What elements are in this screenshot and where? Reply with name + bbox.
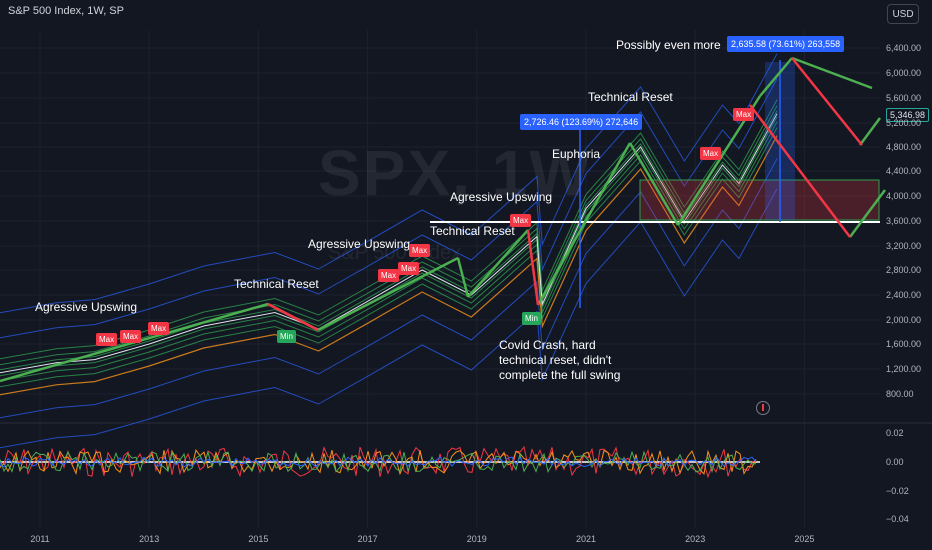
max-tag: Max <box>120 330 142 343</box>
y-tick-label: 5,600.00 <box>886 93 922 103</box>
y-tick-label: 2,800.00 <box>886 265 922 275</box>
ma-ribbon <box>0 116 778 377</box>
annotation-upswing-2: Agressive Upswing <box>308 237 411 251</box>
swing-down-line <box>791 57 863 146</box>
annotation-covid: Covid Crash, hard technical reset, didn'… <box>499 338 621 382</box>
swing-up-line <box>628 142 680 226</box>
ma-ribbon <box>0 121 778 382</box>
y-tick-label: 1,200.00 <box>886 364 922 374</box>
currency-button[interactable]: USD <box>887 4 919 24</box>
swing-up-line <box>858 117 882 146</box>
y-tick-label: 3,200.00 <box>886 241 922 251</box>
swing-up-line <box>759 57 793 97</box>
x-tick-label: 2025 <box>794 534 815 544</box>
bollinger-band <box>0 188 778 449</box>
annotation-euphoria: Euphoria <box>552 147 601 161</box>
grid-lines <box>0 30 932 528</box>
swing-up-line <box>456 257 470 298</box>
zone-boxes <box>430 60 880 308</box>
swing-down-line <box>526 229 540 306</box>
annotation-upswing-3: Agressive Upswing <box>450 190 553 204</box>
min-tag: Min <box>277 330 296 343</box>
long-ma-line <box>0 135 778 396</box>
y-tick-label: 3,600.00 <box>886 216 922 226</box>
watermark-symbol: SPX, 1W <box>318 137 592 209</box>
max-tag: Max <box>148 322 170 335</box>
max-tag: Max <box>378 269 400 282</box>
y-tick-label: 4,800.00 <box>886 142 922 152</box>
bollinger-band <box>0 53 778 314</box>
swing-down-line <box>749 104 851 238</box>
y-tick-label: 6,000.00 <box>886 68 922 78</box>
oscillator-blue <box>0 456 757 468</box>
y-tick-label: 2,400.00 <box>886 290 922 300</box>
swing-up-line <box>791 56 873 90</box>
y-tick-label: 2,000.00 <box>886 315 922 325</box>
oscillator-pane <box>0 445 760 479</box>
osc-tick-label: −0.02 <box>886 486 909 496</box>
ma-ribbon <box>0 127 778 388</box>
chart-title: S&P 500 Index, 1W, SP <box>8 5 124 17</box>
y-tick-label: 1,600.00 <box>886 339 922 349</box>
x-tick-label: 2011 <box>30 534 50 544</box>
y-tick-label: 5,200.00 <box>886 118 922 128</box>
x-tick-label: 2023 <box>685 534 706 544</box>
x-tick-label: 2013 <box>139 534 160 544</box>
y-tick-label: 4,400.00 <box>886 166 922 176</box>
max-tag: Max <box>96 333 118 346</box>
measure-label-1: 2,726.46 (123.69%) 272,646 <box>520 114 643 130</box>
swing-up-line <box>536 142 632 306</box>
swing-up-line <box>467 229 529 298</box>
swing-up-line <box>317 256 459 332</box>
osc-tick-label: −0.04 <box>886 514 909 524</box>
min-tag: Min <box>522 312 541 325</box>
x-tick-label: 2015 <box>248 534 269 544</box>
annotation-reset-1: Technical Reset <box>234 277 319 291</box>
max-tag: Max <box>510 214 532 227</box>
max-tag: Max <box>733 108 755 121</box>
annotation-upswing-1: Agressive Upswing <box>35 300 138 314</box>
last-price-label: 5,346.98 <box>886 108 930 122</box>
x-tick-label: 2017 <box>357 534 378 544</box>
y-tick-label: 4,000.00 <box>886 191 922 201</box>
alert-icon[interactable] <box>756 401 770 415</box>
osc-tick-label: 0.02 <box>886 428 904 438</box>
bollinger-band <box>0 78 778 339</box>
annotation-possibly-more: Possibly even more <box>616 38 721 52</box>
max-tag: Max <box>398 262 420 275</box>
measure-label-2: 2,635.58 (73.61%) 263,558 <box>727 36 845 52</box>
y-tick-label: 800.00 <box>886 389 914 399</box>
max-tag: Max <box>700 147 722 160</box>
swing-down-line <box>267 302 319 332</box>
x-tick-label: 2021 <box>575 534 597 544</box>
max-tag: Max <box>409 244 431 257</box>
annotation-reset-2: Technical Reset <box>430 224 515 238</box>
oscillator-orange <box>0 449 757 476</box>
y-tick-label: 6,400.00 <box>886 43 922 53</box>
swing-up-line <box>848 189 887 238</box>
bollinger-band <box>0 158 778 419</box>
x-tick-label: 2019 <box>466 534 487 544</box>
annotation-reset-3: Technical Reset <box>588 90 673 104</box>
osc-tick-label: 0.00 <box>886 457 904 467</box>
consolidation-zone <box>639 179 880 221</box>
